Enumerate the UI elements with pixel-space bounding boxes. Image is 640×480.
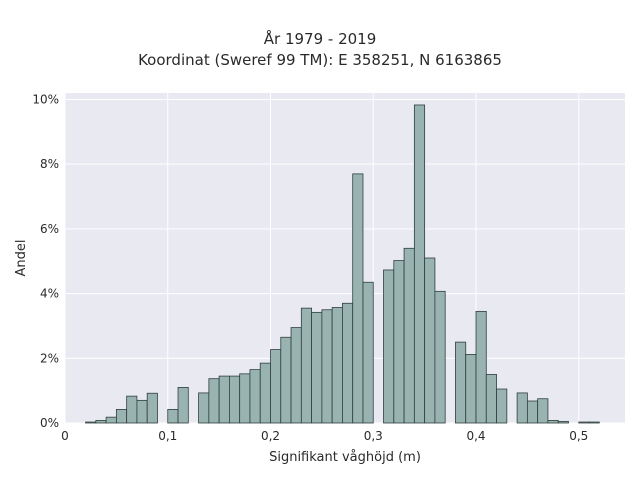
histogram-bar [126,395,138,424]
y-tick-label: 4% [40,287,59,301]
y-tick-label: 10% [32,92,59,106]
histogram-bar [342,302,354,424]
x-tick-label: 0,5 [569,429,588,443]
histogram-bar [465,354,477,424]
histogram-bar [218,375,230,424]
histogram-bar [85,421,97,424]
histogram-bar [290,327,302,424]
histogram-bar [475,310,487,424]
histogram-bar [383,269,395,424]
y-tick-labels: 0% 2% 4% 6% 8% 10% [32,92,59,430]
histogram-bar [270,349,282,424]
x-axis-label: Signifikant våghöjd (m) [269,450,421,465]
x-tick-label: 0,2 [261,429,280,443]
histogram-bar [259,362,271,424]
histogram-bar [455,341,467,424]
histogram-bar [115,409,128,424]
histogram-bar [578,421,590,424]
histogram-bar [413,104,426,424]
chart-title: År 1979 - 2019 [263,30,377,48]
histogram-bar [516,392,528,424]
x-tick-label: 0 [61,429,69,443]
histogram-bar [434,290,446,424]
histogram-bar [177,387,189,424]
histogram-bar [105,416,117,424]
histogram-bar [403,247,415,424]
x-tick-labels: 0 0,1 0,2 0,3 0,4 0,5 [61,429,588,443]
histogram-bar [280,336,292,424]
y-tick-label: 8% [40,157,59,171]
chart-subtitle: Koordinat (Sweref 99 TM): E 358251, N 61… [138,51,502,69]
histogram-bar [424,257,436,424]
histogram-bar [167,409,179,424]
histogram-bar [300,307,313,424]
x-tick-label: 0,1 [158,429,177,443]
x-tick-label: 0,3 [364,429,383,443]
histogram-bar [557,420,569,424]
y-axis-label: Andel [14,240,29,277]
histogram-bar [496,388,508,424]
histogram-bar [547,420,559,424]
histogram-bar [249,369,261,424]
histogram-bar [198,392,210,424]
histogram-bar [136,399,148,424]
histogram-bar [485,374,497,424]
x-tick-label: 0,4 [466,429,485,443]
histogram-bar [393,260,405,424]
histogram-bar [95,420,107,424]
histogram-bar [352,173,364,424]
bars [85,104,600,424]
histogram-bar [239,373,251,424]
histogram-bar [146,392,158,424]
y-tick-label: 6% [40,222,59,236]
histogram-bar [537,398,549,424]
histogram-bar [331,307,343,424]
histogram-bar [526,400,539,424]
y-tick-label: 0% [40,416,59,430]
histogram-bar [362,281,374,424]
histogram-bar [588,421,600,424]
histogram-bar [208,378,220,424]
histogram-bar [321,309,333,424]
histogram-bar [229,375,241,424]
y-tick-label: 2% [40,351,59,365]
histogram-bar [311,311,323,424]
